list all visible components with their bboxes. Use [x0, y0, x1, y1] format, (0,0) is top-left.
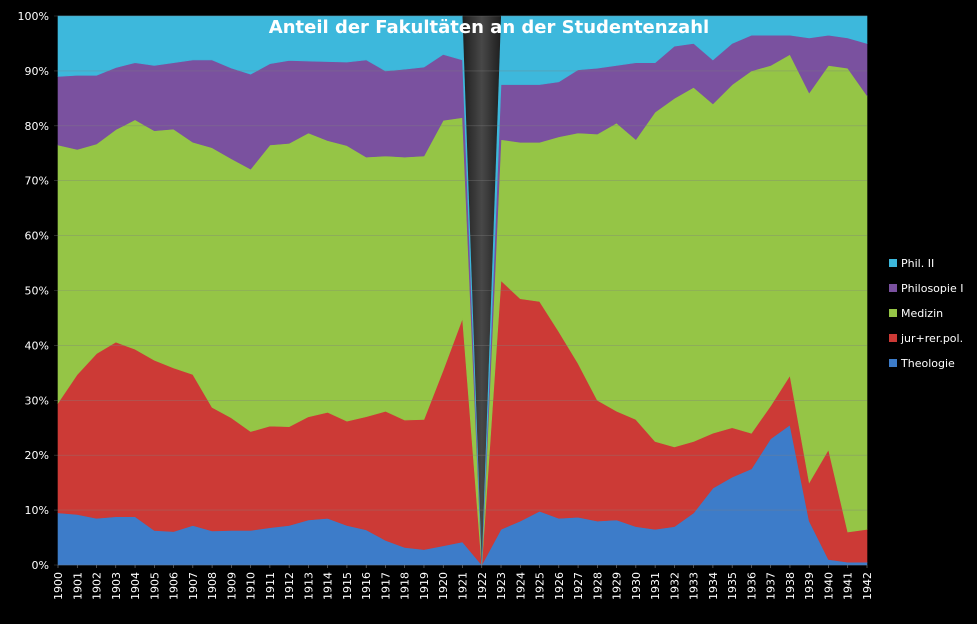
x-tick-label: 1911 [264, 572, 277, 600]
x-tick-label: 1920 [437, 572, 450, 600]
x-tick-label: 1936 [745, 572, 758, 600]
y-axis-tick-labels: 0% 10% 20% 30% 40% 50% 60% 70% 80% 90% 100% [18, 10, 49, 572]
y-tick-label: 20% [25, 449, 49, 462]
area-series-group [57, 15, 868, 566]
chart-title: Anteil der Fakultäten an der Studentenza… [269, 17, 709, 38]
x-tick-label: 1912 [283, 572, 296, 600]
x-tick-label: 1939 [803, 572, 816, 600]
x-tick-label: 1918 [399, 572, 412, 600]
x-tick-label: 1940 [822, 572, 835, 600]
x-tick-label: 1942 [861, 572, 874, 600]
x-tick-label: 1930 [630, 572, 643, 600]
x-tick-label: 1933 [688, 572, 701, 600]
x-tick-label: 1941 [842, 572, 855, 600]
x-tick-label: 1921 [457, 572, 470, 600]
x-tick-label: 1910 [245, 572, 258, 600]
x-tick-label: 1928 [591, 572, 604, 600]
y-tick-label: 70% [25, 175, 49, 188]
legend-swatch [889, 359, 897, 367]
x-tick-label: 1934 [707, 572, 720, 600]
x-tick-label: 1906 [168, 572, 181, 600]
y-tick-label: 50% [25, 285, 49, 298]
x-tick-label: 1913 [302, 572, 315, 600]
x-tick-label: 1926 [553, 572, 566, 600]
x-tick-label: 1931 [649, 572, 662, 600]
y-tick-label: 60% [25, 230, 49, 243]
y-tick-label: 100% [18, 10, 49, 23]
legend-swatch [889, 259, 897, 267]
x-tick-label: 1900 [52, 572, 65, 600]
y-tick-label: 10% [25, 504, 49, 517]
x-tick-label: 1935 [726, 572, 739, 600]
gridline-group [54, 15, 867, 566]
x-tick-label: 1904 [129, 572, 142, 600]
x-tick-label: 1929 [611, 572, 624, 600]
x-tick-label: 1923 [495, 572, 508, 600]
x-tick-label: 1916 [360, 572, 373, 600]
legend: Phil. II Philosopie I Medizin jur+rer.pol. T… [889, 257, 963, 370]
legend-label: Medizin [901, 307, 943, 320]
legend-swatch [889, 284, 897, 292]
x-tick-label: 1924 [514, 572, 527, 600]
x-tick-label: 1932 [668, 572, 681, 600]
x-tick-label: 1937 [765, 572, 778, 600]
legend-swatch [889, 334, 897, 342]
x-tick-label: 1905 [148, 572, 161, 600]
x-tick-label: 1909 [225, 572, 238, 600]
legend-label: Phil. II [901, 257, 934, 270]
x-tick-label: 1915 [341, 572, 354, 600]
x-tick-label: 1925 [534, 572, 547, 600]
x-tick-label: 1902 [91, 572, 104, 600]
x-tick-label: 1914 [322, 572, 335, 600]
legend-label: jur+rer.pol. [900, 332, 963, 345]
y-tick-label: 90% [25, 65, 49, 78]
x-tick-label: 1938 [784, 572, 797, 600]
x-tick-label: 1901 [71, 572, 84, 600]
x-tick-label: 1907 [187, 572, 200, 600]
legend-label: Theologie [900, 357, 955, 370]
y-tick-label: 30% [25, 394, 49, 407]
x-tick-label: 1903 [110, 572, 123, 600]
y-tick-label: 0% [32, 559, 49, 572]
x-tick-label: 1927 [572, 572, 585, 600]
y-tick-label: 80% [25, 120, 49, 133]
x-axis-tick-labels: 1900 1901 1902 1903 1904 1905 1906 1907 1908 1909… [52, 565, 874, 600]
x-tick-label: 1908 [206, 572, 219, 600]
x-tick-label: 1922 [476, 572, 489, 600]
legend-swatch [889, 309, 897, 317]
x-tick-label: 1917 [379, 572, 392, 600]
legend-label: Philosopie I [901, 282, 963, 295]
y-tick-label: 40% [25, 339, 49, 352]
x-tick-label: 1919 [418, 572, 431, 600]
